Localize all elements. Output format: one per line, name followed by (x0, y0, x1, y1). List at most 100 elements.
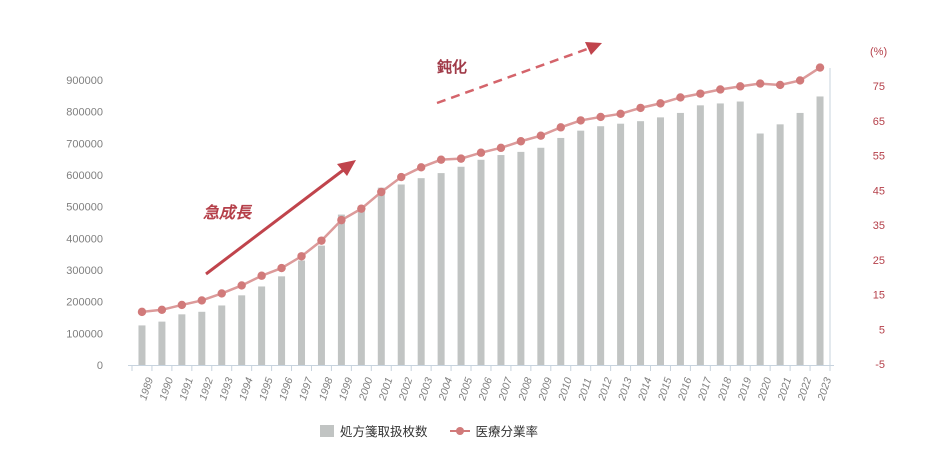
right-tick-label: -5 (875, 359, 885, 371)
x-tick-label: 1989 (137, 376, 156, 402)
line-point (397, 172, 406, 182)
line-point (756, 79, 765, 88)
x-axis: 1989 1990 1991 1992 1993 1994 1995 1996 1997 1998… (128, 365, 834, 403)
x-tick-label: 1998 (317, 376, 336, 402)
x-tick-label: 2023 (815, 376, 834, 403)
right-tick-label: 55 (873, 151, 885, 163)
left-tick-label: 400000 (66, 233, 103, 245)
right-tick-label: 75 (873, 81, 885, 93)
line-point (736, 82, 745, 91)
rapid-growth-arrow-icon (205, 160, 356, 276)
bar (517, 151, 525, 365)
x-tick-label: 2019 (735, 376, 754, 403)
x-tick-label: 2015 (656, 376, 675, 403)
line-point (676, 93, 685, 102)
bar (377, 187, 385, 365)
left-tick-label: 900000 (66, 75, 103, 87)
bar (397, 184, 405, 365)
left-tick-label: 300000 (66, 265, 103, 277)
x-tick-label: 2002 (396, 376, 415, 403)
bar (537, 147, 545, 365)
x-tick-label: 2012 (596, 376, 615, 403)
right-tick-label: 5 (879, 324, 885, 336)
bar (577, 130, 585, 365)
left-axis: 900000 800000 700000 600000 500000 400000 3000… (66, 75, 103, 372)
bar (736, 101, 744, 366)
left-tick-label: 700000 (66, 138, 103, 150)
right-tick-label: 65 (873, 116, 885, 128)
x-tick-label: 2013 (616, 376, 635, 403)
bar (676, 112, 684, 365)
x-tick-label: 1990 (157, 376, 176, 402)
line-point (297, 252, 306, 261)
left-tick-label: 800000 (66, 107, 103, 119)
right-tick-label: 15 (873, 290, 885, 302)
line-point (277, 263, 286, 273)
bar (278, 276, 286, 365)
left-tick-label: 200000 (66, 297, 103, 309)
right-tick-label: 25 (873, 255, 885, 267)
bar (218, 305, 226, 365)
bar-series (138, 96, 824, 366)
annotation-slowdown: 鈍化 (437, 58, 467, 76)
x-tick-label: 2005 (456, 376, 475, 403)
line-marker-icon (449, 425, 470, 437)
x-tick-label: 1995 (257, 376, 276, 402)
bar (756, 133, 764, 365)
bar (138, 325, 146, 365)
bar (178, 314, 186, 365)
x-tick-label: 1991 (177, 376, 196, 402)
annotation-rapid-growth: 急成長 (203, 204, 253, 222)
line-point (596, 112, 605, 122)
x-tick-label: 2007 (496, 375, 515, 403)
bar (198, 311, 206, 365)
right-tick-label: 45 (873, 185, 885, 197)
bar-swatch-icon (320, 424, 334, 437)
line-point (496, 143, 506, 153)
line-point (197, 296, 206, 305)
line-point (556, 123, 565, 132)
bar (656, 117, 664, 365)
line-point (237, 281, 246, 290)
x-tick-label: 2017 (696, 375, 715, 403)
line-series (137, 63, 825, 317)
line-point (815, 63, 825, 72)
bar (417, 178, 425, 365)
line-point (775, 80, 785, 90)
right-axis: 75 65 55 45 35 25 15 5 -5 (829, 68, 885, 371)
bar (637, 121, 645, 366)
x-tick-label: 2022 (795, 376, 814, 403)
x-tick-label: 1994 (237, 376, 256, 402)
right-axis-unit: (%) (870, 46, 887, 58)
line-point (576, 116, 585, 125)
left-tick-label: 600000 (66, 170, 103, 182)
bar (617, 123, 625, 365)
bar (796, 112, 804, 365)
bar (776, 124, 784, 365)
x-tick-label: 2011 (576, 377, 595, 403)
x-tick-label: 2016 (676, 376, 695, 403)
line-point (516, 137, 526, 146)
bar (716, 103, 724, 365)
bar (317, 245, 325, 365)
bar (437, 173, 445, 365)
line-point (377, 187, 386, 197)
legend-item-bar: 処方箋取扱枚数 (320, 421, 428, 440)
bar (557, 137, 565, 365)
x-tick-label: 2001 (376, 376, 395, 403)
line-point (157, 305, 167, 314)
left-tick-label: 0 (97, 360, 103, 372)
line-point (636, 103, 645, 113)
legend-item-line: 医療分業率 (449, 421, 538, 440)
legend-bar-label: 処方箋取扱枚数 (340, 424, 428, 439)
bar (357, 205, 365, 365)
line-point (795, 76, 805, 85)
bar (816, 96, 824, 365)
x-tick-label: 2020 (755, 376, 774, 403)
line-point (656, 99, 665, 108)
x-tick-label: 1993 (217, 376, 236, 402)
line-point (456, 154, 466, 163)
bar (298, 260, 306, 365)
line-point (137, 307, 147, 317)
